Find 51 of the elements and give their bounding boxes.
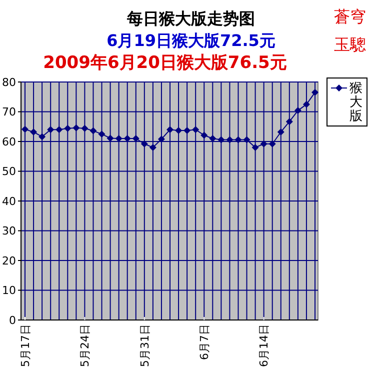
point [38,133,46,140]
y-tick-label: 60 [2,135,16,148]
point [140,140,148,148]
legend-label: 猴大版 [350,81,362,124]
y-tick-label: 30 [2,224,16,238]
point [166,126,174,134]
x-tick-label: 5月24日 [78,324,92,367]
point [30,128,38,136]
point [218,136,225,144]
point [294,107,302,114]
y-tick-label: 80 [2,76,16,89]
x-tick-label: 6月7日 [198,324,211,360]
x-tick-label: 5月31日 [138,324,152,367]
point [81,124,88,132]
point [47,126,54,134]
point [302,100,310,108]
point [56,126,63,134]
point [252,144,259,151]
x-tick-label: 6月14日 [258,324,271,367]
point [72,124,80,132]
point [243,136,250,144]
text: 玉驄 [334,35,366,54]
y-tick-label: 0 [9,314,16,327]
point [90,127,97,134]
y-tick-label: 50 [2,165,16,178]
point [22,126,28,133]
chart-subtitle: 6月19日猴大版72.5元 [106,31,276,50]
point [64,124,72,132]
point [286,118,293,126]
text: 蒼穹 [334,7,366,26]
text: 2009年6月20日猴大版76.5元 [43,53,287,73]
point [98,130,106,138]
point [149,144,156,151]
point [312,88,318,96]
point [200,132,208,139]
point [184,126,191,134]
point [192,126,200,134]
point [260,140,268,148]
point [106,134,114,142]
point [158,136,165,143]
point [175,126,182,134]
point [234,136,242,144]
y-tick-label: 70 [2,106,16,119]
point [226,136,234,144]
x-tick-label: 5月17日 [18,324,32,367]
y-tick-label: 20 [2,254,16,268]
point [268,140,276,148]
chart-title: 每日猴大版走势图 [126,9,255,28]
point [277,128,284,136]
y-tick-label: 10 [2,284,16,298]
y-tick-label: 40 [2,194,16,208]
